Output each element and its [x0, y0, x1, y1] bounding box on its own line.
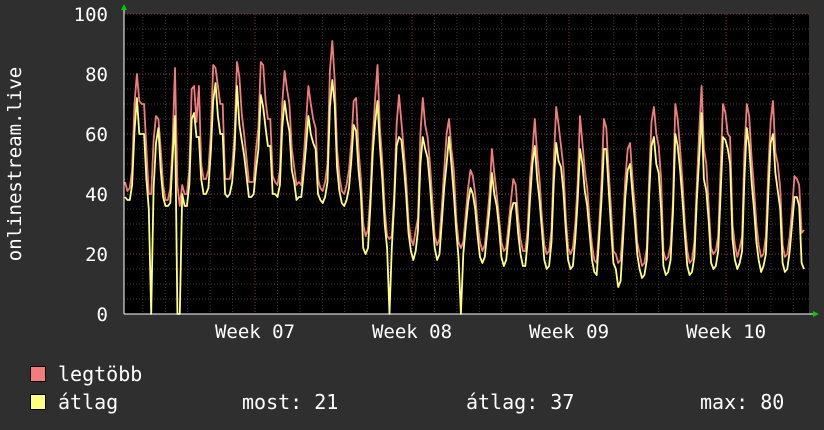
y-tick-label: 40	[85, 184, 108, 206]
y-axis-label: onlinestream.live	[4, 67, 26, 261]
series-line-max	[124, 40, 805, 267]
x-tick-label: Week 10	[686, 321, 766, 343]
stat-max: max: 80	[700, 390, 785, 414]
y-tick-label: 60	[85, 124, 108, 146]
y-axis-arrow	[121, 4, 127, 10]
y-tick-label: 0	[97, 304, 108, 326]
stat-average: átlag: 37	[466, 390, 575, 414]
x-tick-label: Week 07	[215, 321, 295, 343]
series-layer	[124, 40, 805, 315]
chart: 0 20 40 60 80 100 Week 07 Week 08 Week 09 Week 1…	[4, 4, 819, 343]
x-tick-label: Week 08	[372, 321, 452, 343]
legend-label-max: legtöbb	[58, 362, 143, 386]
stat-now: most: 21	[242, 390, 339, 414]
grid	[124, 13, 809, 315]
legend-label-avg: átlag	[58, 390, 119, 414]
legend-swatch-max	[30, 366, 46, 382]
legend-swatch-avg	[30, 394, 46, 410]
x-axis-ticks: Week 07 Week 08 Week 09 Week 10	[215, 321, 766, 343]
y-tick-label: 100	[74, 4, 108, 26]
y-tick-label: 80	[85, 64, 108, 86]
x-axis-arrow	[813, 311, 819, 317]
legend-item-avg: átlag	[30, 390, 118, 414]
legend-item-max: legtöbb	[30, 362, 142, 386]
axes	[121, 4, 819, 317]
x-tick-label: Week 09	[529, 321, 609, 343]
y-tick-label: 20	[85, 244, 108, 266]
y-axis-ticks: 0 20 40 60 80 100	[74, 4, 108, 326]
series-line-average	[124, 79, 805, 315]
